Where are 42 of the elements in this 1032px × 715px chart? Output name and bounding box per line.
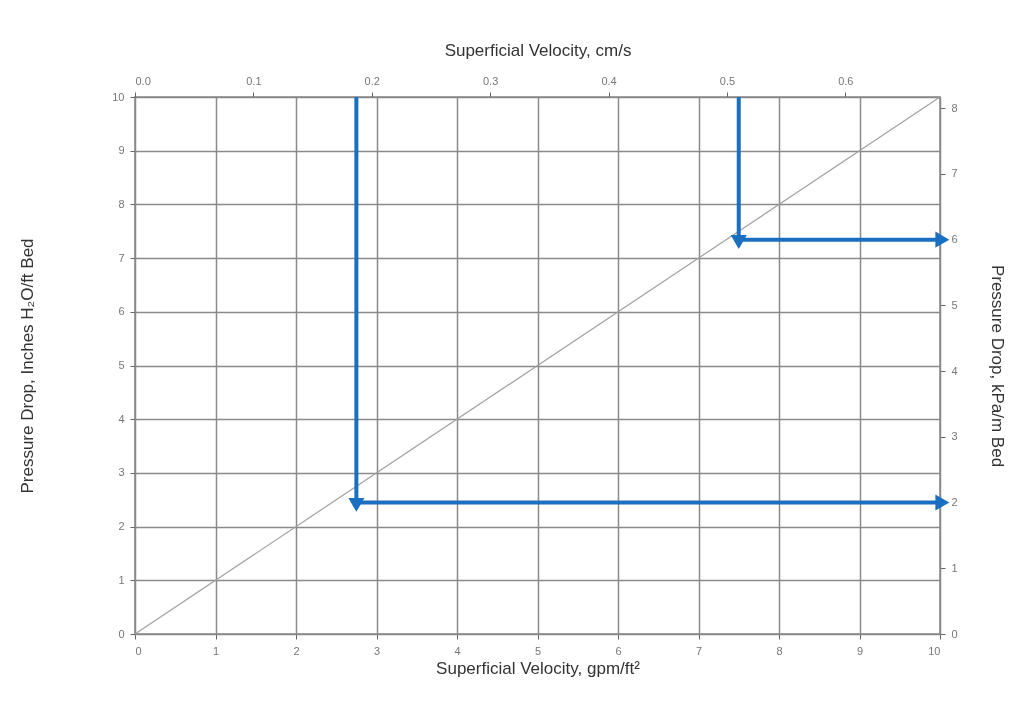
x-tick-label: 0	[135, 644, 142, 657]
y-tick-label: 2	[118, 520, 125, 533]
y2-tick-label: 0	[951, 627, 958, 640]
x-tick-label: 8	[776, 644, 783, 657]
y2-tick-label: 4	[951, 364, 958, 377]
x2-tick-label: 0.1	[246, 74, 262, 87]
y-tick-label: 3	[118, 466, 125, 479]
x2-tick-label: 0.4	[601, 74, 617, 87]
y-tick-label: 10	[112, 90, 125, 103]
y-axis-title: Pressure Drop, Inches H₂O/ft Bed	[18, 238, 38, 494]
x-tick-label: 4	[454, 644, 461, 657]
x-tick-label: 5	[534, 644, 542, 657]
y2-tick-label: 6	[951, 233, 958, 246]
x-tick-label: 1	[212, 644, 220, 657]
y2-tick-label: 2	[951, 496, 958, 509]
y-tick-label: 5	[118, 359, 125, 371]
y2-axis-title: Pressure Drop, kPa/m Bed	[987, 264, 1007, 468]
x-axis-title: Superficial Velocity, gpm/ft²	[436, 658, 641, 678]
y-tick-label: 6	[118, 305, 125, 318]
x-tick-label: 7	[695, 644, 703, 657]
y-tick-label: 9	[118, 144, 125, 157]
x2-tick-label: 0.5	[719, 74, 736, 87]
x2-axis-title: Superficial Velocity, cm/s	[444, 40, 632, 60]
x2-tick-label: 0.3	[483, 74, 499, 87]
y-tick-label: 7	[118, 251, 125, 264]
y-tick-label: 8	[118, 197, 125, 210]
y2-tick-label: 7	[951, 167, 958, 180]
y-tick-label: 0	[118, 627, 125, 640]
y-tick-label: 1	[118, 573, 125, 586]
y2-tick-label: 8	[951, 101, 958, 114]
x2-tick-label: 0.0	[135, 74, 151, 87]
y-tick-label: 4	[118, 412, 125, 425]
x2-tick-label: 0.2	[364, 74, 380, 87]
x-tick-label: 2	[293, 644, 300, 657]
y2-tick-label: 1	[951, 561, 958, 574]
x-tick-label: 10	[928, 644, 941, 657]
x-tick-label: 6	[615, 644, 622, 657]
x-tick-label: 9	[856, 644, 864, 657]
x-tick-label: 3	[373, 644, 381, 657]
y2-tick-label: 3	[951, 430, 958, 443]
x2-tick-label: 0.6	[838, 74, 854, 87]
y2-tick-label: 5	[951, 298, 958, 311]
